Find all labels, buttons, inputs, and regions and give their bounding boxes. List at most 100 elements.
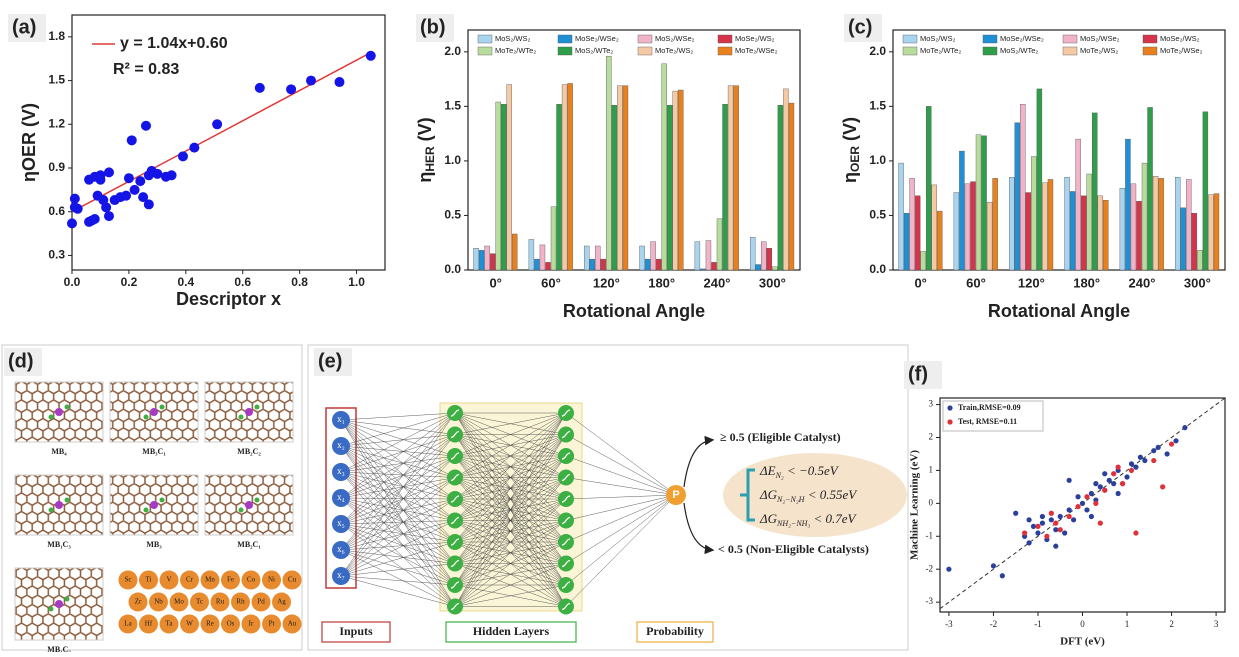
bar: [1081, 196, 1086, 270]
point: [1089, 491, 1094, 496]
x-tick-label: -2: [990, 619, 998, 629]
y-axis-label-part: (V): [415, 117, 435, 146]
element-symbol: Tc: [196, 598, 203, 606]
point: [189, 143, 199, 153]
legend-label: Test, RMSE=0.11: [958, 417, 1017, 426]
point: [1111, 471, 1116, 476]
legend-swatch: [1063, 35, 1077, 43]
y-tick-label: -3: [926, 596, 934, 606]
bar: [1070, 191, 1075, 270]
point: [1049, 511, 1054, 516]
x-tick-label: 1.0: [348, 275, 365, 289]
bar: [501, 104, 506, 270]
y-tick-label: 2: [929, 432, 934, 442]
point: [1084, 507, 1089, 512]
criterion-rest: < 0.55eV: [804, 487, 858, 502]
point: [1040, 521, 1045, 526]
point: [1049, 517, 1054, 522]
dopant-atom: [65, 405, 70, 410]
connection: [341, 498, 455, 499]
y-tick-label: 3: [929, 399, 934, 409]
point: [1084, 494, 1089, 499]
non-eligible-label: < 0.5 (Non-Eligible Catalysts): [718, 542, 869, 556]
point: [1107, 478, 1112, 483]
x-axis-label: DFT (eV): [1060, 636, 1105, 648]
point: [73, 204, 83, 214]
panel-label: (a): [12, 16, 36, 38]
point: [1116, 465, 1121, 470]
point: [1022, 530, 1027, 535]
bar: [1192, 213, 1197, 270]
element-symbol: Ta: [166, 620, 174, 628]
connection: [341, 499, 455, 550]
connection: [341, 446, 455, 542]
point: [286, 84, 296, 94]
panel-label: (e): [318, 350, 342, 372]
x-tick-label: 120°: [593, 275, 620, 290]
point: [366, 51, 376, 61]
metal-atom: [55, 600, 63, 608]
bar: [937, 211, 942, 270]
point: [1133, 530, 1138, 535]
point: [306, 76, 316, 86]
point: [130, 185, 140, 195]
metal-atom: [150, 501, 158, 509]
bar: [915, 196, 920, 270]
bar: [595, 246, 600, 270]
legend-swatch: [718, 35, 732, 43]
y-axis-label-part: (V): [840, 117, 860, 146]
legend-label: MoSe₂/WSe₂: [1000, 34, 1044, 43]
point: [141, 121, 151, 131]
point: [1035, 524, 1040, 529]
bar: [1197, 250, 1202, 270]
bar: [612, 105, 617, 270]
criterion-main: ΔG: [759, 487, 778, 502]
bar: [474, 248, 479, 270]
structure-label: MB₁C₃: [47, 540, 71, 549]
bar: [1125, 139, 1130, 270]
y-tick-label: 1.0: [869, 153, 886, 167]
point: [1044, 534, 1049, 539]
y-tick-label: 0.6: [48, 204, 65, 218]
input-label: x₃: [337, 466, 345, 476]
bar: [756, 265, 761, 270]
connection: [341, 413, 455, 550]
point: [1165, 451, 1170, 456]
bar: [590, 259, 595, 270]
bar: [1037, 89, 1042, 270]
bar: [545, 262, 550, 270]
element-symbol: Zr: [135, 598, 142, 606]
y-axis-label: ηHER (V): [415, 117, 437, 182]
input-label: x₄: [337, 492, 345, 502]
y-tick-label: -2: [926, 563, 934, 573]
criterion: ΔEN₂ < −0.5eV: [759, 463, 840, 480]
bar: [623, 86, 628, 270]
bar: [557, 104, 562, 270]
point: [1062, 530, 1067, 535]
input-label: x₇: [337, 570, 345, 580]
bar: [651, 242, 656, 270]
point: [1075, 494, 1080, 499]
y-tick-label: 0.3: [48, 248, 65, 262]
legend-swatch: [558, 47, 572, 55]
point: [1116, 491, 1121, 496]
bar: [904, 213, 909, 270]
arrow-up: [684, 440, 712, 487]
structure-label: MB₁C₂: [47, 645, 71, 652]
x-tick-label: 0.2: [121, 275, 138, 289]
bar: [954, 193, 959, 270]
legend-swatch: [903, 47, 917, 55]
legend-label: MoSe₂/WS₂: [1160, 34, 1200, 43]
bar: [1142, 163, 1147, 270]
bar: [1020, 104, 1025, 270]
point: [1098, 521, 1103, 526]
point: [1035, 530, 1040, 535]
point: [1075, 504, 1080, 509]
legend-swatch: [478, 47, 492, 55]
bar: [789, 103, 794, 270]
bar: [617, 86, 622, 270]
panel-label: (d): [8, 350, 34, 372]
element-symbol: Ag: [277, 598, 286, 606]
y-axis-label-part: η: [840, 172, 860, 183]
bar: [734, 86, 739, 270]
